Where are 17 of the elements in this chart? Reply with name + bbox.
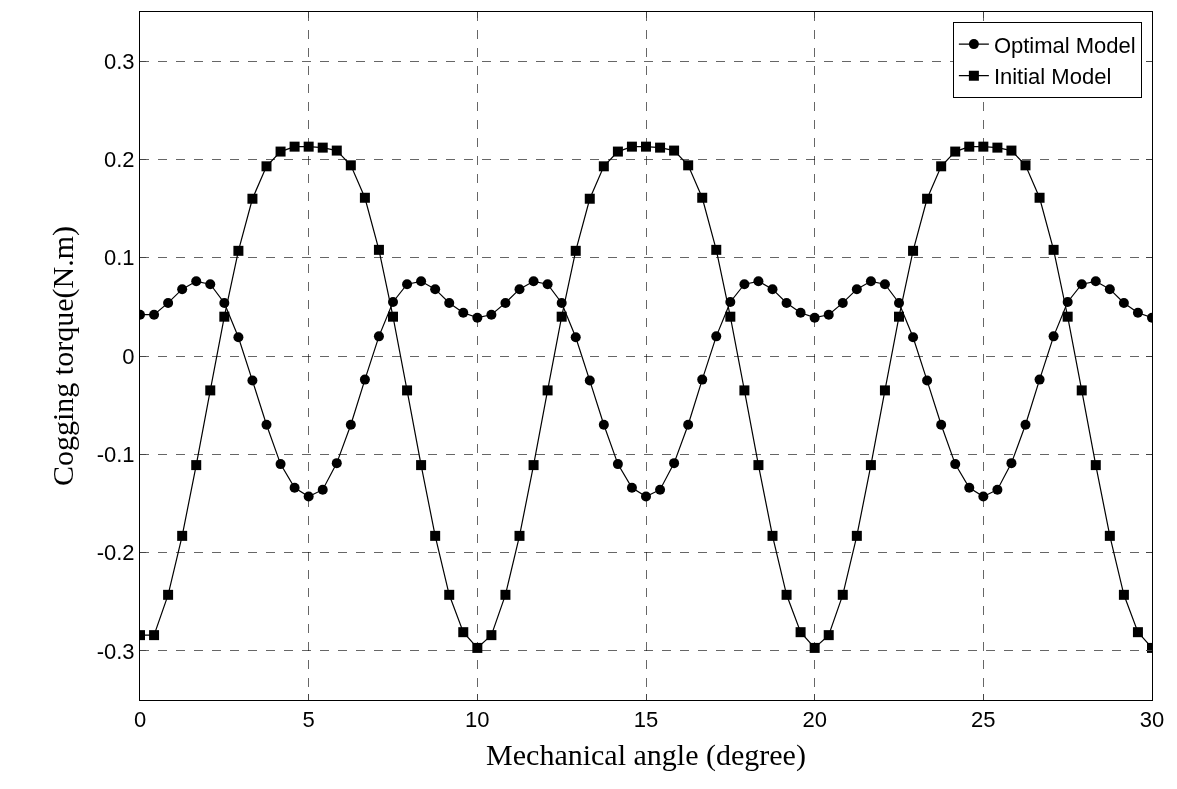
y-tick-label: 0.1 [104,245,135,271]
x-tick-label: 20 [802,707,827,733]
x-axis-title: Mechanical angle (degree) [486,737,806,772]
y-tick-label: -0.1 [96,441,135,467]
legend-label: Optimal Model [993,32,1136,58]
x-tick-label: 15 [633,707,659,733]
y-tick-label: 0 [122,343,135,369]
y-tick-label: 0.3 [104,48,135,74]
y-tick-label: -0.3 [96,638,135,664]
x-tick-label: 30 [1139,707,1165,733]
y-tick-label: -0.2 [96,540,135,566]
x-tick-label: 5 [302,707,315,733]
legend-label: Initial Model [993,64,1112,90]
x-tick-label: 10 [465,707,490,733]
x-tick-label: 25 [971,707,996,733]
y-axis-title: Cogging torque(N.m) [45,226,80,486]
y-tick-label: 0.2 [104,147,135,173]
